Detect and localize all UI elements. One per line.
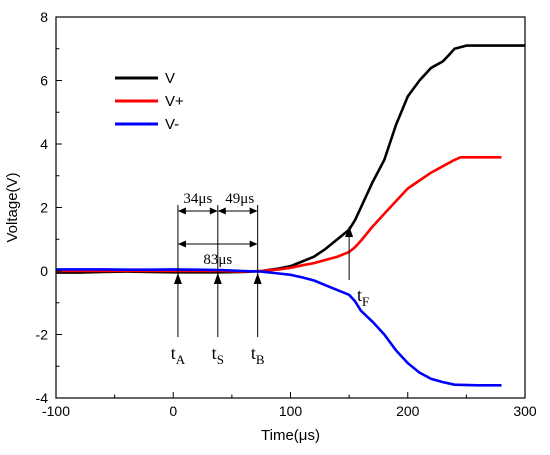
y-tick-label: -2 — [36, 327, 49, 343]
y-tick-label: 8 — [40, 9, 48, 25]
arrow-left — [177, 240, 186, 248]
series-line-1 — [56, 156, 502, 273]
ticks-layer: -100 0 100 200 300 -4 -2 0 2 4 6 8 — [36, 9, 537, 419]
arrow-right — [249, 240, 258, 248]
x-tick-label: 0 — [169, 403, 177, 419]
interval-total-label: 83μs — [203, 252, 232, 268]
y-tick-label: 0 — [40, 263, 48, 279]
series-layer — [56, 44, 525, 387]
y-axis-label: Voltage(V) — [4, 172, 21, 242]
arrow-right — [209, 207, 218, 215]
marker-label-f: tF — [357, 285, 369, 309]
x-tick-label: 100 — [279, 403, 303, 419]
legend-label-1: V+ — [165, 93, 184, 110]
marker-label-s: tS — [212, 343, 224, 367]
x-tick-label: 300 — [513, 403, 537, 419]
y-tick-label: -4 — [36, 390, 49, 406]
marker-arrow — [213, 273, 222, 284]
series-line-2 — [56, 268, 502, 387]
annotations: 34μs 49μs 83μs tA tS tB tF — [171, 191, 370, 367]
marker-arrow — [173, 273, 182, 284]
x-tick-label: -100 — [42, 403, 70, 419]
arrow-left — [177, 207, 186, 215]
legend-label-0: V — [165, 70, 175, 87]
arrow-right — [249, 207, 258, 215]
legend-label-2: V- — [165, 116, 179, 133]
marker-label-a: tA — [171, 343, 186, 367]
x-tick-label: 200 — [396, 403, 420, 419]
plot-frame — [55, 16, 526, 399]
marker-arrow — [253, 273, 262, 284]
arrow-left — [217, 207, 226, 215]
y-tick-label: 2 — [40, 200, 48, 216]
x-axis-label: Time(μs) — [261, 427, 320, 444]
marker-label-b: tB — [251, 343, 265, 367]
interval-sb-label: 49μs — [225, 191, 254, 207]
marker-arrow — [345, 226, 354, 237]
legend: V V+ V- — [115, 70, 184, 133]
interval-ab-label: 34μs — [183, 191, 212, 207]
y-tick-label: 6 — [40, 73, 48, 89]
y-tick-label: 4 — [40, 136, 48, 152]
